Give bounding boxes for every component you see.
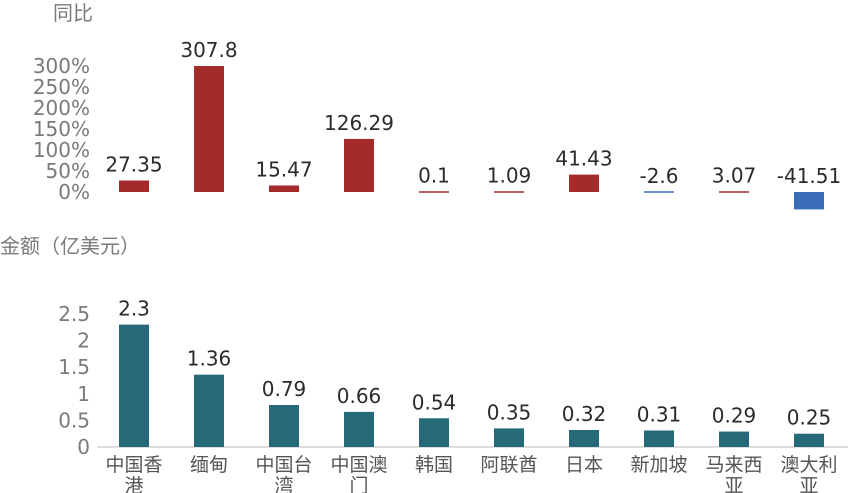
top-bar [419, 191, 449, 193]
top-data-label: -41.51 [777, 164, 841, 188]
bottom-bar [194, 374, 224, 447]
category-label: 缅甸 [190, 454, 228, 476]
bottom-chart: 0 0.51 1.52 2.5 2.3 1.36 0.79 0.66 0.54 0.35 0.32 0… [58, 297, 848, 493]
top-bar [344, 138, 374, 192]
bottom-bar [794, 433, 824, 447]
bottom-bar [719, 431, 749, 447]
top-data-label: 307.8 [180, 38, 237, 62]
category-label: 澳大利亚 [780, 454, 837, 493]
bottom-ytick-label: 0 [77, 435, 90, 459]
top-data-label: 1.09 [487, 163, 532, 187]
bottom-data-label: 0.79 [262, 377, 307, 401]
top-data-label: 41.43 [555, 147, 612, 171]
top-ytick-label: 0% [58, 180, 90, 204]
bottom-ytick-label: 2.5 [58, 302, 90, 326]
bottom-data-label: 0.35 [487, 400, 532, 424]
category-label: 马来西亚 [705, 454, 762, 493]
top-ytick-label: 100% [33, 138, 90, 162]
category-label: 韩国 [415, 454, 453, 476]
bottom-bar [119, 324, 149, 447]
category-label: 中国台湾 [255, 454, 312, 493]
category-label: 中国香港 [105, 454, 162, 493]
top-ytick-label: 150% [33, 117, 90, 141]
bottom-ytick-label: 1 [77, 382, 90, 406]
bottom-bar [419, 418, 449, 447]
category-label: 阿联酋 [480, 454, 537, 476]
bottom-data-label: 0.54 [412, 390, 457, 414]
top-chart: 0%50%100%150%200%250%300% 27.35 307.8 15.47… [33, 38, 841, 210]
top-bar [494, 191, 524, 193]
top-data-label: -2.6 [639, 164, 678, 188]
bottom-ytick-label: 1.5 [58, 355, 90, 379]
bottom-ytick-label: 0.5 [58, 408, 90, 432]
top-bar [269, 185, 299, 192]
category-label: 新加坡 [630, 454, 687, 476]
bottom-data-label: 0.32 [562, 402, 607, 426]
top-data-label: 27.35 [105, 153, 162, 177]
bottom-chart-ylabel: 金额（亿美元） [0, 234, 140, 258]
top-ytick-label: 300% [33, 54, 90, 78]
bottom-bar [269, 404, 299, 447]
category-label: 中国澳门 [330, 454, 387, 493]
top-data-label: 126.29 [324, 111, 394, 135]
top-bar [644, 191, 674, 193]
category-label: 日本 [565, 454, 603, 476]
top-ytick-label: 250% [33, 75, 90, 99]
bottom-bar [644, 430, 674, 447]
top-bar [119, 180, 149, 192]
bottom-ytick-label: 2 [77, 329, 90, 353]
top-data-label: 0.1 [418, 163, 450, 187]
top-data-label: 3.07 [712, 163, 757, 187]
top-bar [794, 192, 824, 210]
bottom-data-label: 2.3 [118, 297, 150, 321]
bottom-data-label: 0.31 [637, 403, 682, 427]
top-ytick-label: 200% [33, 96, 90, 120]
bottom-bar [569, 429, 599, 447]
top-bar [194, 66, 224, 192]
top-data-label: 15.47 [255, 158, 312, 182]
bottom-bar [344, 411, 374, 447]
bottom-data-label: 0.29 [712, 404, 757, 428]
top-ytick-label: 50% [46, 159, 90, 183]
top-bar [569, 174, 599, 192]
bottom-data-label: 0.66 [337, 384, 382, 408]
bottom-bar [494, 428, 524, 447]
bottom-data-label: 0.25 [787, 406, 832, 430]
top-bar [719, 191, 749, 193]
top-chart-ylabel: 同比 [53, 1, 93, 25]
bottom-data-label: 1.36 [187, 347, 232, 371]
